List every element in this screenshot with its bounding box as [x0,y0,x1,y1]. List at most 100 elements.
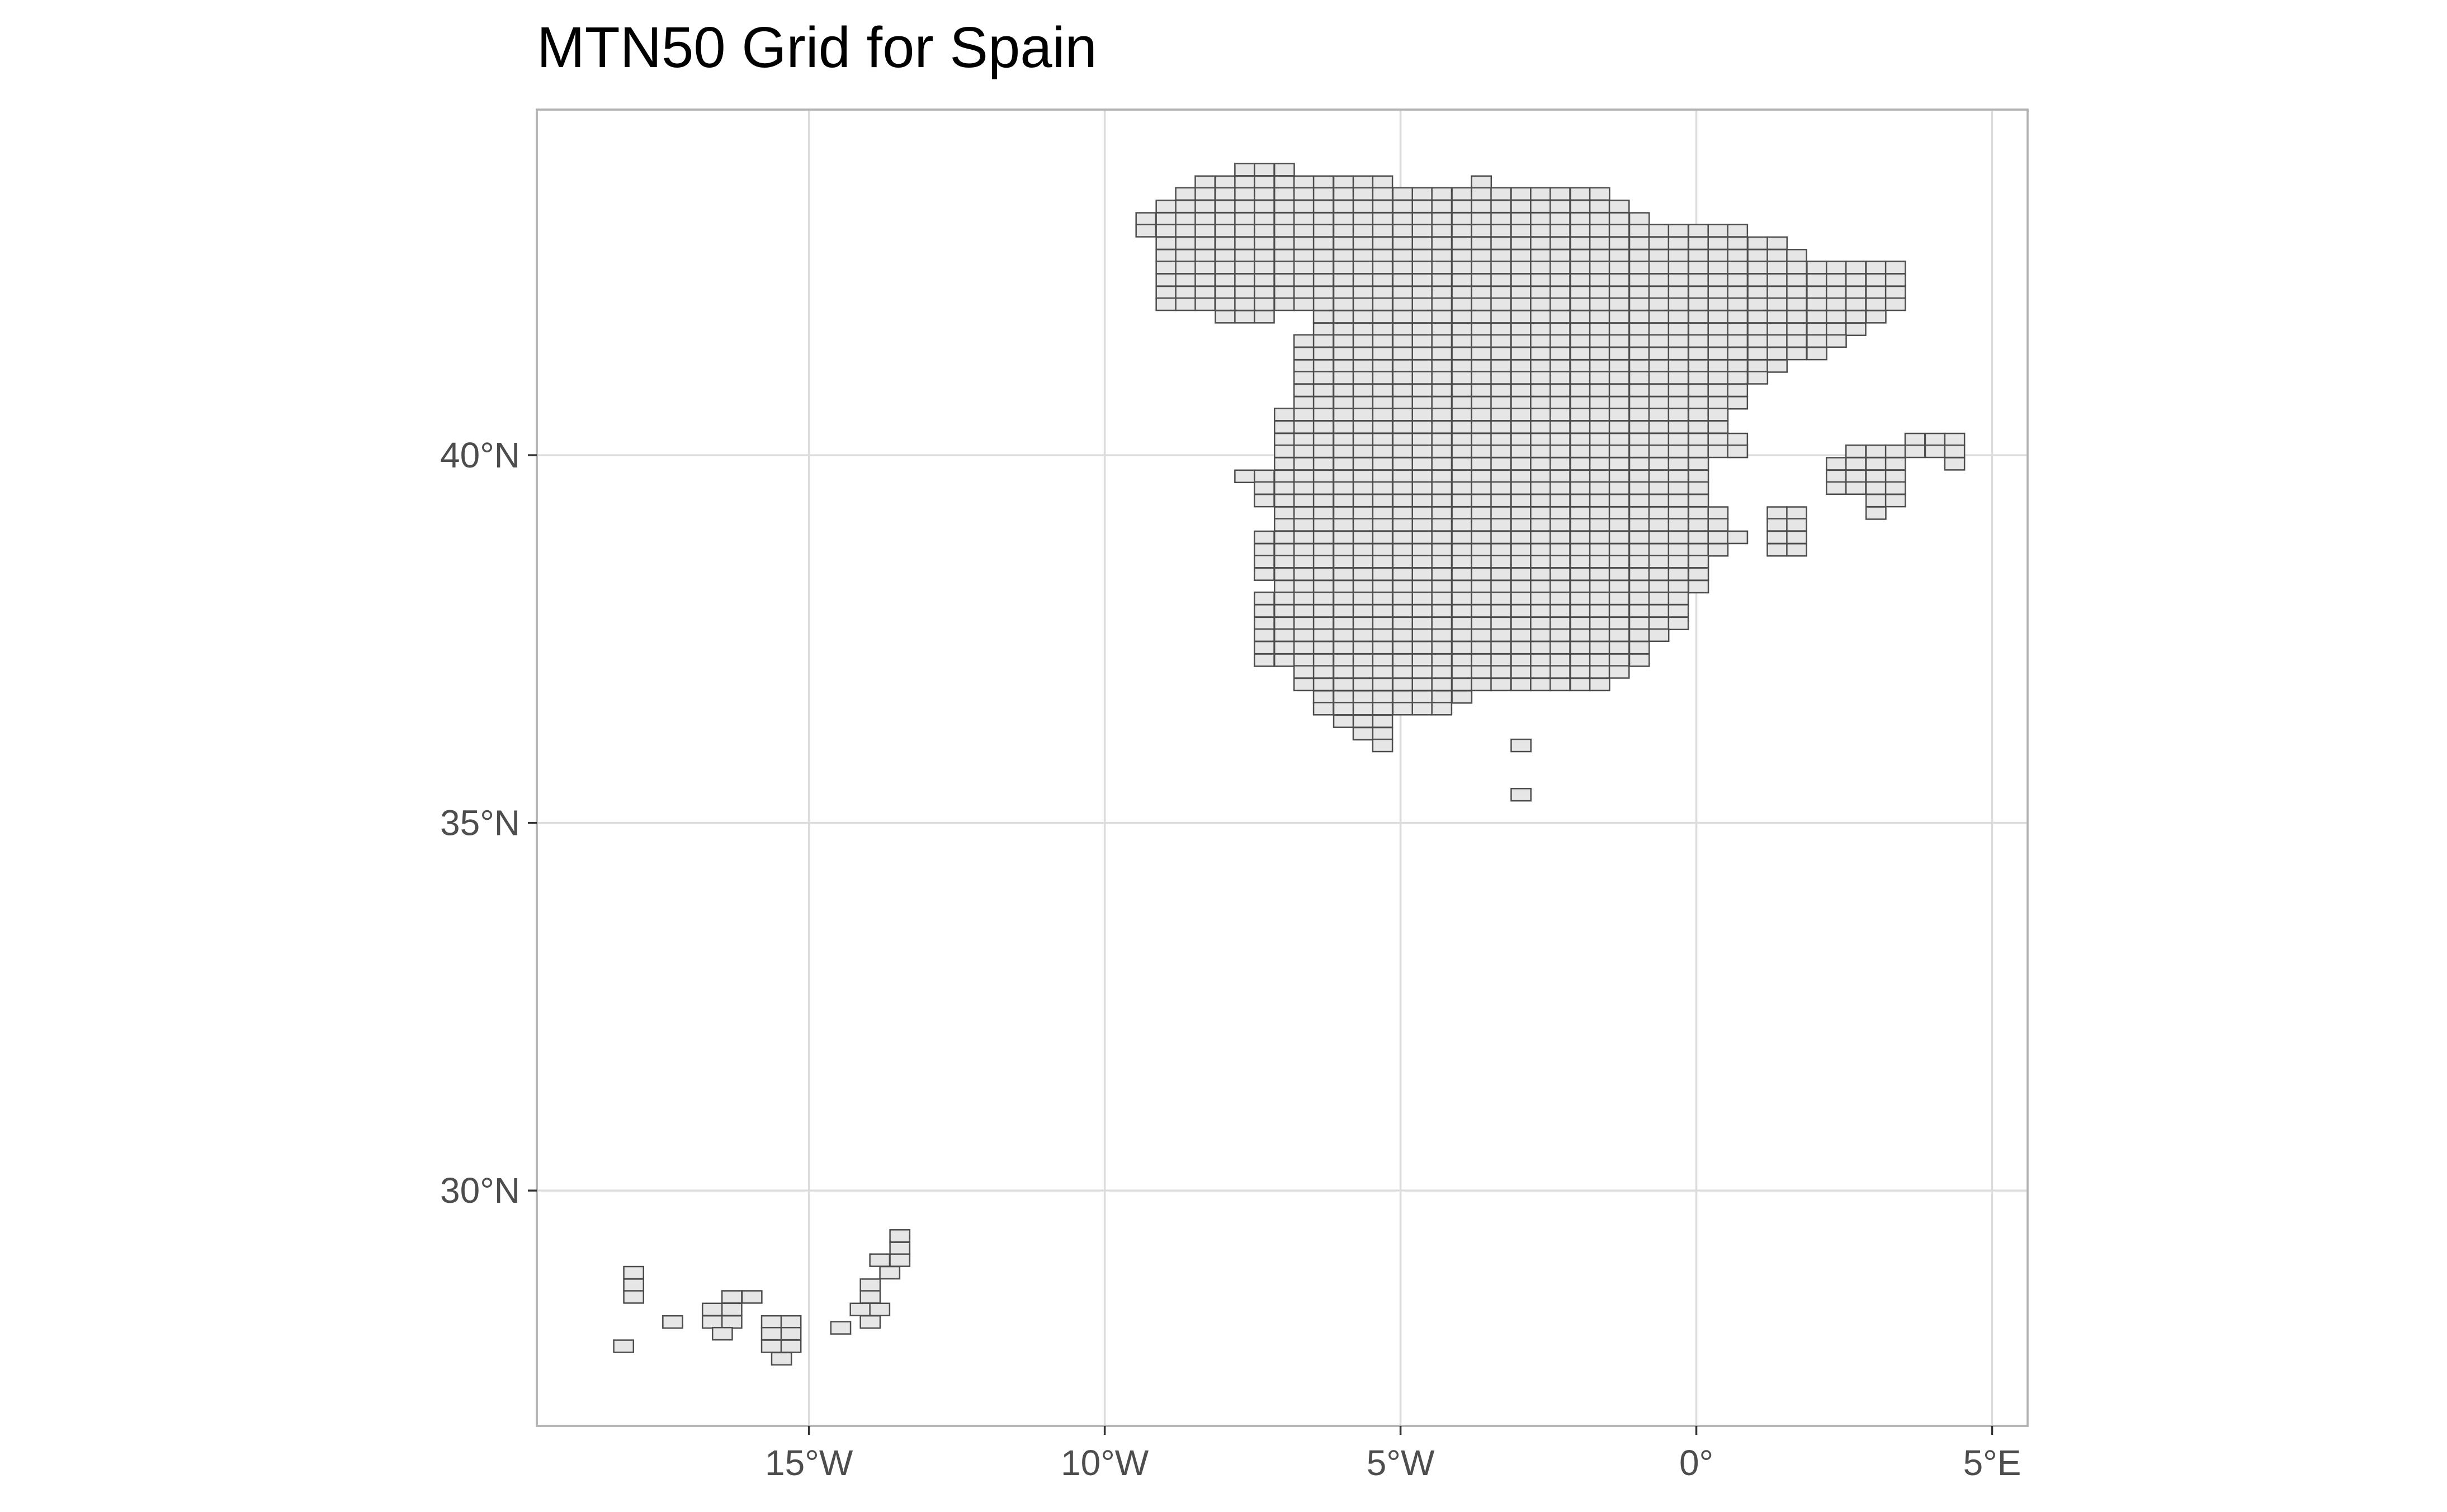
grid-tile-756 [1352,518,1374,532]
grid-tile-1045 [1471,677,1492,692]
grid-tile-312 [1471,297,1492,311]
grid-tile-412 [1648,334,1670,348]
grid-tile-567 [1273,420,1295,434]
grid-tile-29 [1471,187,1492,201]
grid-tile-240 [1549,273,1571,287]
grid-tile-715 [1431,493,1453,508]
grid-tile-564 [1667,408,1689,422]
grid-tile-881 [1490,579,1511,594]
grid-tile-1044 [1451,677,1473,692]
grid-tile-154 [1254,249,1275,263]
grid-tile-1032 [1549,665,1571,679]
grid-tile-369 [1372,322,1393,336]
grid-tile-1029 [1490,665,1511,679]
grid-tile-1034 [1589,665,1610,679]
x-tick-label-4: 5°E [1963,1443,2021,1483]
grid-tile-75 [1431,212,1453,226]
grid-tile-358 [1727,310,1749,324]
grid-tile-1050 [1569,677,1591,692]
grid-tile-144 [1688,236,1709,251]
grid-tile-224 [1234,273,1255,287]
grid-tile-894 [1293,591,1315,606]
grid-tile-1101 [1865,493,1887,508]
grid-tile-868 [1667,567,1689,581]
grid-tile-55 [1530,199,1551,214]
grid-tile-699 [1569,481,1591,495]
grid-tile-750 [1688,506,1709,520]
grid-tile-330 [1826,297,1847,311]
grid-tile-863 [1569,567,1591,581]
grid-tile-1039 [1352,677,1374,692]
grid-tile-59 [1608,199,1630,214]
grid-tile-384 [1667,322,1689,336]
grid-tile-725 [1628,493,1650,508]
grid-tile-456 [1431,359,1453,373]
grid-tile-336 [1254,310,1275,324]
grid-tile-823 [1707,543,1729,557]
grid-tile-655 [1628,457,1650,471]
grid-tile-694 [1471,481,1492,495]
grid-tile-864 [1589,567,1610,581]
grid-tile-747 [1628,506,1650,520]
grid-tile-228 [1312,273,1334,287]
grid-tile-485 [1510,371,1532,385]
grid-tile-803 [1312,543,1334,557]
grid-tile-554 [1471,408,1492,422]
grid-tile-957 [1667,616,1689,631]
grid-tile-1026 [1431,665,1453,679]
grid-tile-895 [1312,591,1334,606]
grid-tile-431 [1471,346,1492,361]
grid-tile-560 [1589,408,1610,422]
grid-tile-1016 [1589,653,1610,667]
grid-tile-648 [1490,457,1511,471]
grid-tile-671 [1471,469,1492,483]
grid-tile-644 [1411,457,1433,471]
grid-tile-4 [1215,175,1236,189]
grid-tile-334 [1215,310,1236,324]
grid-tile-252 [1786,273,1807,287]
grid-tile-977 [1628,628,1650,642]
y-tick-label-1: 35°N [440,803,520,843]
grid-tile-172 [1608,249,1630,263]
grid-tile-451 [1333,359,1354,373]
grid-tile-687 [1333,481,1354,495]
grid-tile-491 [1628,371,1650,385]
grid-tile-486 [1530,371,1551,385]
grid-tile-593 [1333,432,1354,447]
grid-tile-801 [1273,543,1295,557]
grid-tile-1005 [1372,653,1393,667]
grid-tile-553 [1451,408,1473,422]
grid-tile-620 [1411,444,1433,459]
grid-tile-1033 [1569,665,1591,679]
grid-tile-118 [1175,236,1197,251]
grid-tile-392 [1826,322,1847,336]
grid-tile-547 [1333,408,1354,422]
grid-tile-1134 [879,1265,901,1280]
grid-tile-811 [1471,543,1492,557]
grid-tile-716 [1451,493,1473,508]
grid-tile-978 [1648,628,1670,642]
grid-tile-813 [1510,543,1532,557]
grid-tile-619 [1392,444,1414,459]
grid-tile-237 [1490,273,1511,287]
grid-tile-532 [1510,396,1532,410]
grid-tile-128 [1372,236,1393,251]
grid-tile-1013 [1530,653,1551,667]
grid-tile-206 [1628,261,1650,275]
grid-tile-68 [1293,212,1315,226]
grid-tile-511 [1549,383,1571,398]
grid-tile-215 [1806,261,1827,275]
grid-tile-475 [1312,371,1334,385]
grid-tile-908 [1569,591,1591,606]
grid-tile-307 [1372,297,1393,311]
grid-tile-1055 [1372,690,1393,704]
grid-tile-210 [1707,261,1729,275]
grid-tile-376 [1510,322,1532,336]
grid-tile-427 [1392,346,1414,361]
grid-tile-722 [1569,493,1591,508]
grid-tile-614 [1293,444,1315,459]
grid-tile-871 [1293,579,1315,594]
grid-tile-672 [1490,469,1511,483]
grid-tile-322 [1667,297,1689,311]
grid-tile-544 [1273,408,1295,422]
